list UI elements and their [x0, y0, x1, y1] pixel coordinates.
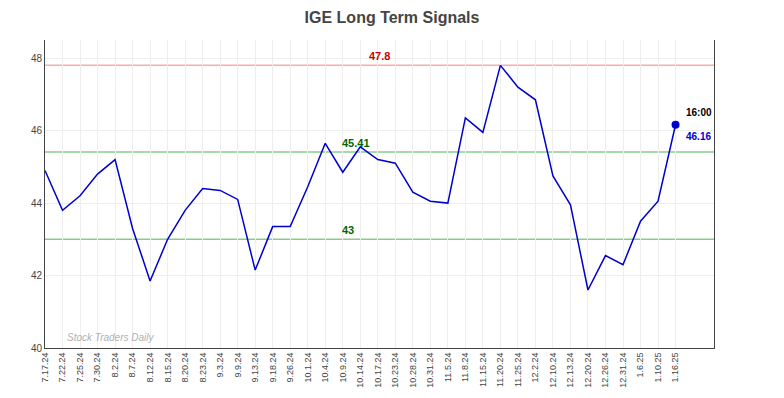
svg-text:9.3.24: 9.3.24	[215, 353, 225, 378]
svg-text:40: 40	[31, 343, 43, 354]
svg-text:10.14.24: 10.14.24	[355, 353, 365, 388]
svg-text:45.41: 45.41	[342, 137, 370, 149]
svg-text:7.22.24: 7.22.24	[57, 353, 67, 383]
svg-text:9.9.24: 9.9.24	[233, 353, 243, 378]
svg-text:16:00: 16:00	[686, 107, 712, 118]
svg-text:10.4.24: 10.4.24	[320, 353, 330, 383]
svg-text:8.15.24: 8.15.24	[163, 353, 173, 383]
svg-text:8.23.24: 8.23.24	[198, 353, 208, 383]
svg-text:12.10.24: 12.10.24	[548, 353, 558, 388]
svg-text:1.6.25: 1.6.25	[635, 353, 645, 378]
svg-text:10.9.24: 10.9.24	[338, 353, 348, 383]
svg-text:7.17.24: 7.17.24	[40, 353, 50, 383]
svg-text:8.12.24: 8.12.24	[145, 353, 155, 383]
svg-text:48: 48	[31, 53, 43, 64]
svg-text:12.20.24: 12.20.24	[583, 353, 593, 388]
svg-text:IGE Long Term Signals: IGE Long Term Signals	[305, 9, 480, 26]
svg-text:46.16: 46.16	[686, 131, 711, 142]
svg-text:7.25.24: 7.25.24	[75, 353, 85, 383]
svg-text:11.20.24: 11.20.24	[495, 353, 505, 387]
svg-text:11.8.24: 11.8.24	[460, 353, 470, 382]
svg-text:12.13.24: 12.13.24	[565, 353, 575, 388]
svg-text:8.20.24: 8.20.24	[180, 353, 190, 383]
svg-text:9.18.24: 9.18.24	[268, 353, 278, 383]
svg-text:12.26.24: 12.26.24	[600, 353, 610, 388]
svg-text:10.17.24: 10.17.24	[373, 353, 383, 388]
svg-text:44: 44	[31, 198, 43, 209]
svg-text:10.23.24: 10.23.24	[390, 353, 400, 388]
svg-text:12.2.24: 12.2.24	[530, 353, 540, 383]
svg-text:11.15.24: 11.15.24	[478, 353, 488, 387]
svg-text:9.26.24: 9.26.24	[285, 353, 295, 383]
svg-text:47.8: 47.8	[369, 50, 390, 62]
svg-text:42: 42	[31, 270, 43, 281]
svg-text:10.28.24: 10.28.24	[408, 353, 418, 388]
svg-text:1.16.25: 1.16.25	[670, 353, 680, 383]
svg-text:10.31.24: 10.31.24	[425, 353, 435, 388]
svg-text:8.7.24: 8.7.24	[128, 353, 138, 378]
svg-text:12.31.24: 12.31.24	[618, 353, 628, 388]
svg-text:9.13.24: 9.13.24	[250, 353, 260, 383]
svg-text:1.10.25: 1.10.25	[653, 353, 663, 383]
svg-text:11.5.24: 11.5.24	[443, 353, 453, 382]
svg-text:46: 46	[31, 125, 43, 136]
svg-text:Stock Traders Daily: Stock Traders Daily	[67, 332, 155, 343]
svg-text:8.2.24: 8.2.24	[110, 353, 120, 378]
svg-text:11.25.24: 11.25.24	[513, 353, 523, 387]
svg-text:43: 43	[342, 224, 354, 236]
svg-text:10.1.24: 10.1.24	[303, 353, 313, 383]
svg-text:7.30.24: 7.30.24	[92, 353, 102, 383]
